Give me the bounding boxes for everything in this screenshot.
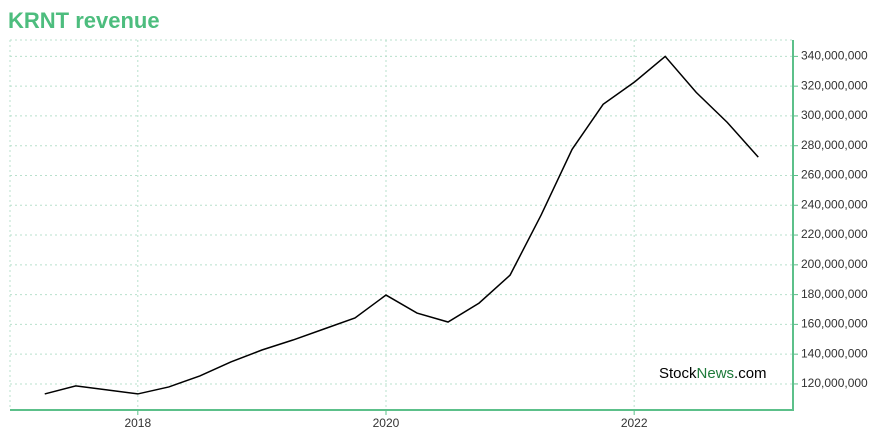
x-tick-label: 2020 — [373, 416, 400, 430]
line — [44, 55, 759, 395]
y-tick-label: 180,000,000 — [801, 287, 868, 301]
x-tick-label: 2018 — [124, 416, 151, 430]
y-tick-label: 220,000,000 — [801, 227, 868, 241]
watermark-part: Stock — [659, 365, 697, 382]
y-tick-label: 160,000,000 — [801, 317, 868, 331]
watermark-part: News — [697, 365, 735, 382]
y-tick-label: 320,000,000 — [801, 78, 868, 92]
watermark-part: .com — [734, 365, 767, 382]
chart-title: KRNT revenue — [8, 8, 160, 33]
y-tick-label: 280,000,000 — [801, 138, 868, 152]
watermark: StockNews.com — [659, 365, 767, 382]
y-tick-label: 140,000,000 — [801, 346, 868, 360]
y-tick-label: 200,000,000 — [801, 257, 868, 271]
x-tick-label: 2022 — [621, 416, 648, 430]
y-tick-label: 300,000,000 — [801, 108, 868, 122]
y-tick-label: 120,000,000 — [801, 376, 868, 390]
y-tick-label: 340,000,000 — [801, 49, 868, 63]
y-tick-label: 260,000,000 — [801, 168, 868, 182]
y-tick-label: 240,000,000 — [801, 197, 868, 211]
